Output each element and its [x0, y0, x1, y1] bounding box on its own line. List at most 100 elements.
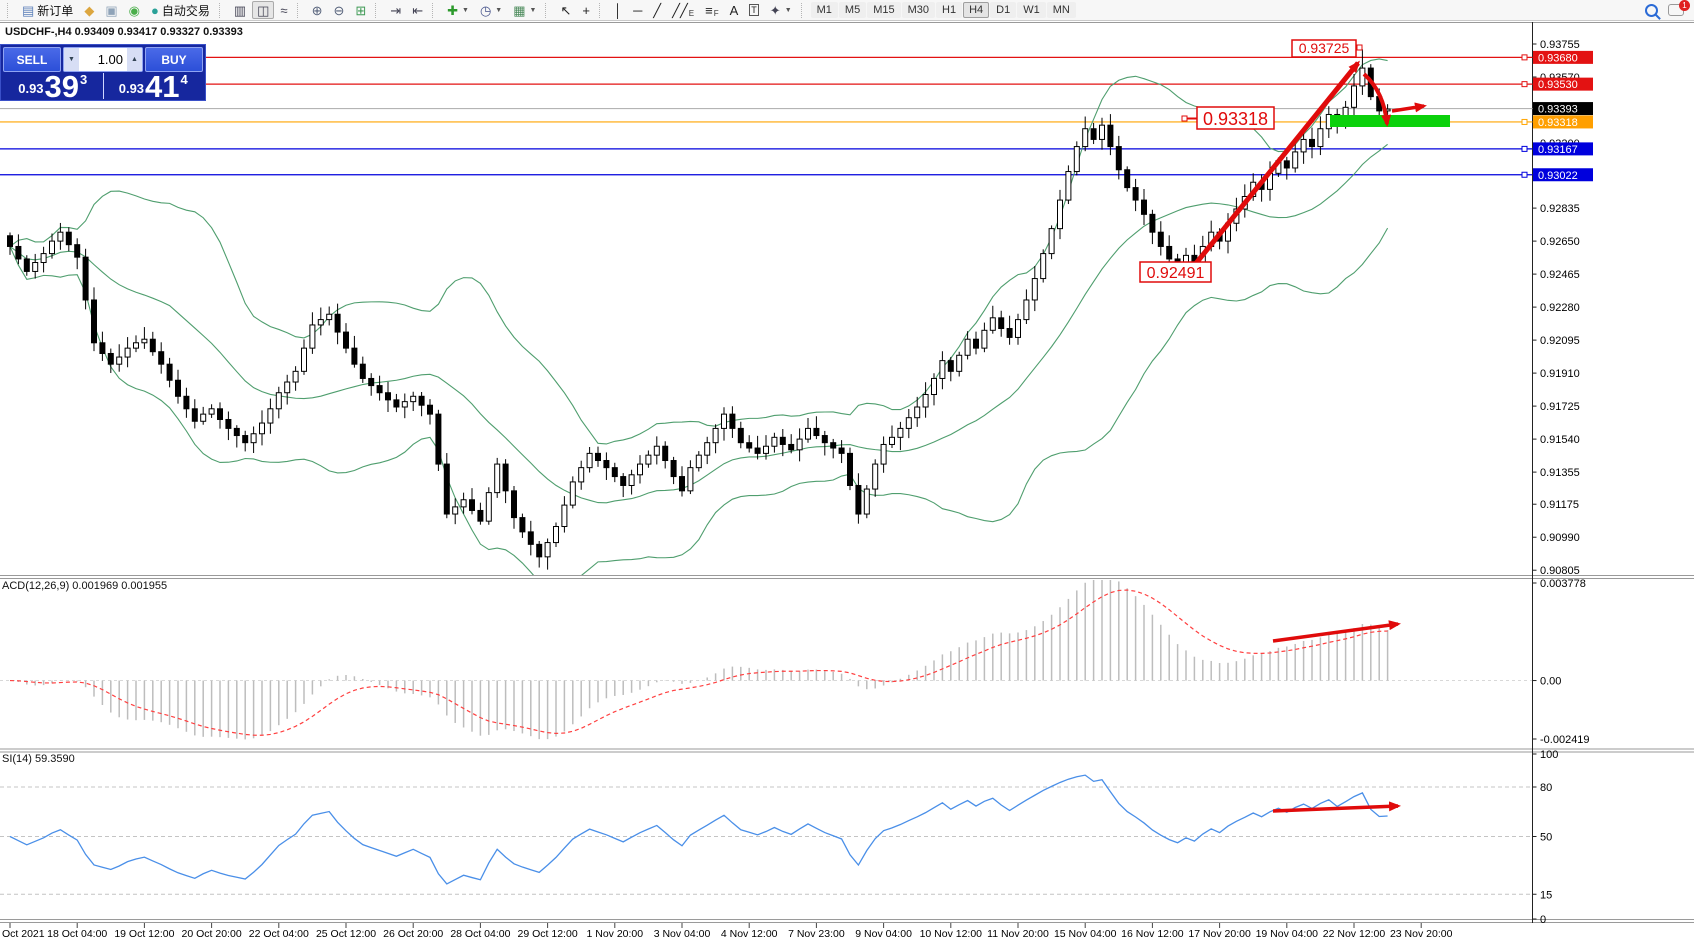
rsi-indicator-label: SI(14) 59.3590	[2, 753, 75, 765]
timeframe-m1-button[interactable]: M1	[810, 2, 838, 18]
rsi-trend-arrow[interactable]	[1272, 801, 1401, 813]
history-center-icon[interactable]: ◆	[79, 1, 99, 19]
autotrading-button[interactable]: ● 自动交易	[146, 1, 215, 19]
svg-text:16 Nov 12:00: 16 Nov 12:00	[1121, 928, 1184, 940]
svg-text:0.91540: 0.91540	[1540, 434, 1580, 446]
up-trend-arrow[interactable]	[1191, 60, 1360, 269]
svg-text:0.93725: 0.93725	[1299, 40, 1350, 56]
svg-text:11 Nov 20:00: 11 Nov 20:00	[987, 928, 1049, 940]
new-order-button-label: 新订单	[37, 3, 74, 18]
drop-arrow[interactable]	[1362, 72, 1392, 127]
history-center-icon-icon: ◆	[84, 2, 95, 18]
cursor-icon: ↖	[560, 2, 572, 18]
bar-chart-mode-icon: ▥	[233, 2, 247, 18]
line-chart-mode-button[interactable]: ≈	[275, 1, 292, 19]
timeframe-d1-button[interactable]: D1	[990, 2, 1017, 18]
sideways-arrow[interactable]	[1391, 102, 1427, 113]
toolbar-grip	[800, 2, 807, 18]
crosshair-button[interactable]: +	[577, 1, 595, 19]
annotation-high-0.93725[interactable]: 0.93725	[1291, 39, 1357, 58]
toolbar: ▤ 新订单 ◆ ▣ ◉ ● 自动交易 ▥ ◫ ≈ ⊕ ⊖ ⊞ ⇥ ⇤ ✚ ▼ ◷ ▼ ▦ ▼ ↖ + │ ─ ╱ ╱╱ E ≡ F A T ✦ ▼…	[0, 0, 1694, 21]
bar-chart-mode-button[interactable]: ▥	[229, 1, 251, 19]
text-label-button[interactable]: T	[744, 1, 764, 19]
svg-text:0: 0	[1540, 914, 1546, 926]
horizontal-price-lines[interactable]	[0, 54, 1533, 178]
buy-price[interactable]: 0.93 41 4	[118, 69, 188, 104]
sell-button[interactable]: SELL	[3, 47, 61, 72]
horizontal-line-button[interactable]: ─	[628, 1, 647, 19]
toolbar-grip	[7, 2, 13, 18]
price-line-handle[interactable]	[1521, 81, 1528, 88]
volume-input[interactable]	[79, 48, 127, 71]
chart-shift-button[interactable]: ⇤	[407, 1, 428, 19]
trendline-button[interactable]: ╱	[648, 1, 666, 19]
indicators-icon: ✚	[447, 2, 458, 18]
templates-button[interactable]: ▦ ▼	[508, 1, 541, 19]
svg-text:18 Oct 04:00: 18 Oct 04:00	[47, 928, 107, 940]
indicators-button[interactable]: ✚ ▼	[442, 1, 474, 19]
new-order-button[interactable]: ▤ 新订单	[17, 1, 78, 19]
annotation-anchor[interactable]	[1181, 115, 1188, 122]
price-line-handle[interactable]	[1521, 118, 1528, 125]
svg-text:0.93318: 0.93318	[1203, 109, 1268, 129]
timeframe-w1-button[interactable]: W1	[1017, 2, 1046, 18]
annotation-entry-0.93318[interactable]: 0.93318	[1196, 106, 1275, 130]
svg-text:28 Oct 04:00: 28 Oct 04:00	[450, 928, 510, 940]
sell-price[interactable]: 0.93 39 3	[3, 71, 104, 102]
crosshair-icon: +	[582, 2, 590, 18]
timeframe-h4-button[interactable]: H4	[963, 2, 990, 18]
toolbar-right: 1	[1645, 0, 1690, 17]
toolbar-grip	[218, 2, 225, 18]
zoom-in-button[interactable]: ⊕	[307, 1, 328, 19]
svg-text:0.92491: 0.92491	[1147, 265, 1205, 282]
price-line-handle[interactable]	[1521, 171, 1528, 178]
signals-icon[interactable]: ◉	[124, 1, 145, 19]
market-watch-icon-icon: ▣	[105, 2, 118, 18]
volume-up-button[interactable]: ▲	[127, 48, 142, 71]
autotrading-icon: ●	[150, 2, 159, 18]
macd-axis: 0.003778 0.00 -0.002419	[1532, 578, 1590, 746]
periods-icon: ◷	[479, 2, 492, 18]
svg-text:0.92280: 0.92280	[1540, 302, 1580, 314]
annotation-anchor[interactable]	[1356, 44, 1363, 51]
market-watch-icon[interactable]: ▣	[100, 1, 122, 19]
price-line-handle[interactable]	[1521, 145, 1528, 152]
tile-windows-button[interactable]: ⊞	[350, 1, 371, 19]
timeframe-h1-button[interactable]: H1	[936, 2, 963, 18]
buy-button[interactable]: BUY	[145, 47, 203, 72]
price-axis: 0.937550.935700.932000.928350.926500.924…	[1532, 39, 1593, 577]
periods-button[interactable]: ◷ ▼	[475, 1, 507, 19]
zoom-out-button[interactable]: ⊖	[328, 1, 349, 19]
text-button[interactable]: A	[725, 1, 744, 19]
equidistant-channel-button[interactable]: ╱╱ E	[667, 1, 699, 19]
auto-scroll-button[interactable]: ⇥	[385, 1, 406, 19]
search-icon[interactable]	[1645, 3, 1658, 17]
timeframe-mn-button[interactable]: MN	[1046, 2, 1076, 18]
fibonacci-button[interactable]: ≡ F	[700, 1, 723, 19]
svg-text:0.92650: 0.92650	[1540, 236, 1580, 248]
vertical-line-button[interactable]: │	[609, 1, 627, 19]
svg-text:0.90990: 0.90990	[1540, 532, 1580, 544]
cursor-button[interactable]: ↖	[555, 1, 576, 19]
macd-trend-arrow[interactable]	[1272, 620, 1401, 643]
volume-down-button[interactable]: ▼	[64, 48, 79, 71]
timeframe-m5-button[interactable]: M5	[838, 2, 867, 18]
candlestick-mode-button[interactable]: ◫	[252, 1, 275, 19]
time-axis: Oct 2021 18 Oct 04:00 19 Oct 12:00 20 Oct 2…	[2, 923, 1453, 940]
rsi-panel	[0, 774, 1532, 895]
toolbar-grip	[432, 2, 438, 18]
price-line-handle[interactable]	[1521, 54, 1528, 61]
trend-arrows[interactable]	[1191, 60, 1427, 269]
timeframe-m15-button[interactable]: M15	[867, 2, 901, 18]
line-chart-mode-icon: ≈	[280, 2, 288, 18]
timeframe-m30-button[interactable]: M30	[901, 2, 935, 18]
icon-sub-letter: F	[713, 8, 719, 18]
svg-text:20 Oct 20:00: 20 Oct 20:00	[182, 928, 242, 940]
arrows-button[interactable]: ✦ ▼	[765, 1, 797, 19]
green-highlight-bar[interactable]	[1330, 115, 1450, 127]
notifications-icon[interactable]: 1	[1668, 0, 1690, 16]
zoom-out-icon: ⊖	[333, 2, 345, 18]
annotation-low-0.92491[interactable]: 0.92491	[1139, 261, 1212, 283]
